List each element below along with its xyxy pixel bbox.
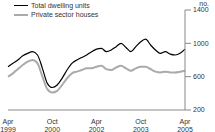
svg-text:200: 200 [193, 106, 205, 113]
svg-text:1000: 1000 [193, 40, 207, 47]
svg-text:Apr2002: Apr2002 [89, 118, 105, 132]
svg-text:Oct2003: Oct2003 [133, 118, 149, 132]
svg-text:Apr1999: Apr1999 [8, 118, 16, 132]
svg-text:Oct2000: Oct2000 [44, 118, 60, 132]
html-text:no.: no. [199, 0, 209, 7]
svg-text:600: 600 [193, 73, 205, 80]
svg-text:1400: 1400 [193, 6, 207, 13]
html-text:Private sector houses: Private sector houses [31, 11, 99, 18]
html-text:Total dwelling units: Total dwelling units [31, 2, 90, 9]
svg-text:Apr2005: Apr2005 [177, 118, 193, 132]
